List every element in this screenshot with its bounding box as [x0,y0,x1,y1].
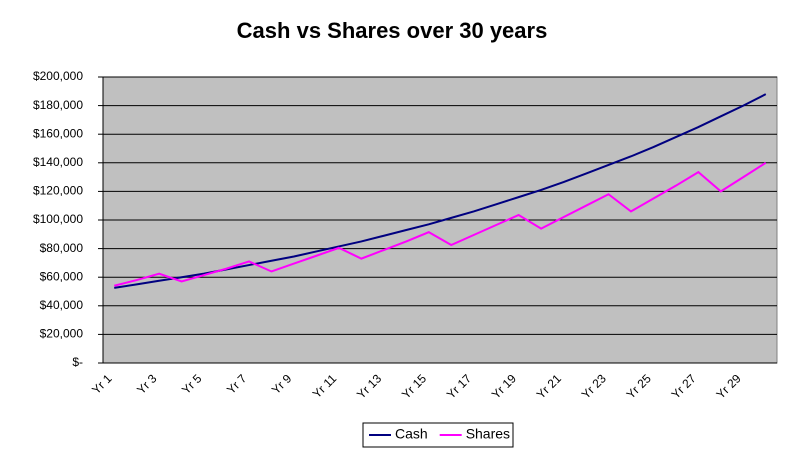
x-tick-label: Yr 11 [310,371,340,401]
y-tick-label: $- [72,355,83,369]
y-tick-label: $80,000 [40,241,84,255]
series-line [113,161,767,287]
y-tick-label: $200,000 [33,69,83,83]
x-tick-label: Yr 5 [179,371,205,397]
y-tick-label: $140,000 [33,155,83,169]
x-tick-label: Yr 23 [579,371,609,401]
y-tick-label: $160,000 [33,126,83,140]
x-tick-label: Yr 21 [534,371,564,401]
x-tick-label: Yr 27 [669,371,699,401]
y-tick-label: $20,000 [40,327,84,341]
x-tick-label: Yr 3 [134,371,160,397]
y-tick-label: $40,000 [40,298,84,312]
y-tick-label: $100,000 [33,212,83,226]
x-tick-label: Yr 7 [224,371,250,397]
x-tick-label: Yr 25 [624,371,654,401]
legend: Cash Shares [362,422,514,448]
x-tick-label: Yr 17 [444,371,474,401]
legend-label: Shares [466,426,510,442]
x-tick-label: Yr 9 [269,371,295,397]
legend-label: Cash [395,426,428,442]
x-tick-label: Yr 29 [713,371,743,401]
y-tick-label: $60,000 [40,269,84,283]
x-tick-label: Yr 19 [489,371,519,401]
x-tick-label: Yr 15 [399,371,429,401]
y-tick-label: $120,000 [33,184,83,198]
chart-title: Cash vs Shares over 30 years [237,18,548,43]
y-tick-label: $180,000 [33,98,83,112]
x-tick-label: Yr 13 [354,371,384,401]
x-tick-label: Yr 1 [89,371,115,397]
